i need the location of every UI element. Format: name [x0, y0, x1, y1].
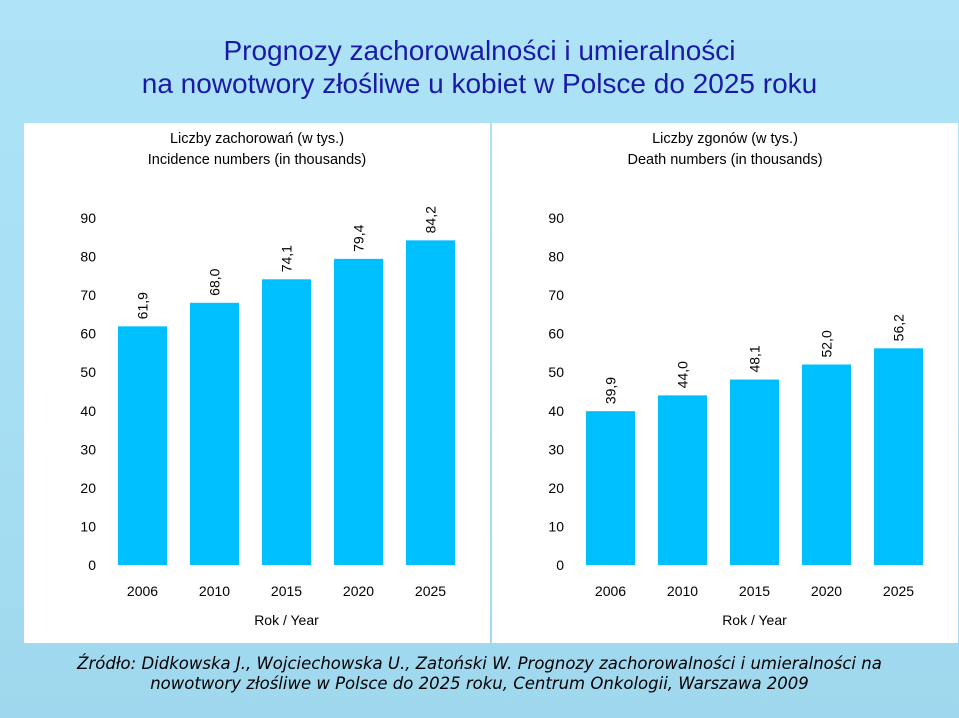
incidence-data-label: 84,2 [423, 206, 439, 233]
deaths-y-tick-label: 40 [548, 403, 564, 419]
incidence-y-tick-label: 20 [80, 480, 96, 496]
incidence-bar [406, 240, 455, 565]
incidence-chart-title: Liczby zachorowań (w tys.) [169, 131, 345, 147]
deaths-x-tick-label: 2006 [595, 583, 626, 599]
deaths-data-label: 52,0 [819, 330, 835, 357]
source-citation: Źródło: Didkowska J., Wojciechowska U., … [0, 654, 959, 694]
deaths-y-tick-label: 90 [548, 210, 564, 226]
deaths-chart-panel: Liczby zgonów (w tys.) Death numbers (in… [492, 123, 958, 643]
deaths-data-label: 48,1 [747, 345, 763, 372]
incidence-x-tick-label: 2025 [415, 583, 446, 599]
deaths-chart-subtitle: Death numbers (in thousands) [627, 152, 823, 168]
incidence-y-tick-label: 70 [80, 287, 96, 303]
incidence-data-label: 74,1 [279, 245, 295, 272]
deaths-x-axis-title: Rok / Year [722, 612, 787, 628]
deaths-x-tick-label: 2020 [811, 583, 842, 599]
deaths-bar [658, 395, 707, 565]
incidence-x-tick-label: 2010 [199, 583, 230, 599]
deaths-data-label: 39,9 [603, 377, 619, 404]
incidence-chart: 0 10 20 30 40 50 60 70 80 90 61,9 2006 68,0 2010 74,1 2… [80, 206, 455, 628]
incidence-chart-panel: Liczby zachorowań (w tys.) Incidence num… [24, 123, 490, 643]
deaths-y-tick-label: 70 [548, 287, 564, 303]
incidence-bar [190, 302, 239, 565]
page-title-line2: na nowotwory złośliwe u kobiet w Polsce … [141, 68, 818, 99]
source-citation-line1: Źródło: Didkowska J., Wojciechowska U., … [77, 654, 882, 673]
deaths-chart-header: Liczby zgonów (w tys.) Death numbers (in… [492, 129, 958, 171]
incidence-data-label: 79,4 [351, 224, 367, 251]
page-title: Prognozy zachorowalności i umieralności … [0, 34, 959, 100]
incidence-x-tick-label: 2006 [127, 583, 158, 599]
incidence-y-tick-label: 60 [80, 326, 96, 342]
incidence-data-label: 61,9 [135, 292, 151, 319]
incidence-bar [334, 258, 383, 565]
deaths-x-tick-label: 2010 [667, 583, 698, 599]
incidence-y-tick-label: 80 [80, 249, 96, 265]
incidence-bar [118, 326, 167, 565]
deaths-chart: 0 10 20 30 40 50 60 70 80 90 39,9 2006 44,0 2010 48,1 2… [548, 210, 923, 628]
incidence-y-tick-label: 0 [88, 557, 96, 573]
deaths-data-label: 44,0 [675, 361, 691, 388]
source-citation-line2: nowotwory złośliwe w Polsce do 2025 roku… [150, 674, 809, 693]
incidence-chart-header: Liczby zachorowań (w tys.) Incidence num… [24, 129, 490, 171]
deaths-y-tick-label: 20 [548, 480, 564, 496]
deaths-x-tick-label: 2015 [739, 583, 770, 599]
deaths-chart-title: Liczby zgonów (w tys.) [652, 131, 798, 147]
deaths-y-tick-label: 80 [548, 249, 564, 265]
incidence-x-tick-label: 2020 [343, 583, 374, 599]
incidence-chart-subtitle: Incidence numbers (in thousands) [147, 152, 367, 168]
deaths-bar [730, 379, 779, 565]
deaths-bar [586, 411, 635, 565]
incidence-x-axis-title: Rok / Year [254, 612, 319, 628]
deaths-y-tick-label: 10 [548, 518, 564, 534]
deaths-y-tick-label: 30 [548, 441, 564, 457]
incidence-y-tick-label: 30 [80, 441, 96, 457]
incidence-y-tick-label: 10 [80, 518, 96, 534]
page-title-line1: Prognozy zachorowalności i umieralności [223, 35, 736, 66]
deaths-data-label: 56,2 [891, 314, 907, 341]
deaths-x-tick-label: 2025 [883, 583, 914, 599]
incidence-y-tick-label: 40 [80, 403, 96, 419]
deaths-y-tick-label: 60 [548, 326, 564, 342]
deaths-bar [802, 364, 851, 565]
deaths-y-tick-label: 50 [548, 364, 564, 380]
deaths-y-tick-label: 0 [556, 557, 564, 573]
incidence-y-tick-label: 90 [80, 210, 96, 226]
incidence-x-tick-label: 2015 [271, 583, 302, 599]
incidence-data-label: 68,0 [207, 268, 223, 295]
incidence-bar [262, 279, 311, 565]
deaths-bar [874, 348, 923, 565]
incidence-y-tick-label: 50 [80, 364, 96, 380]
